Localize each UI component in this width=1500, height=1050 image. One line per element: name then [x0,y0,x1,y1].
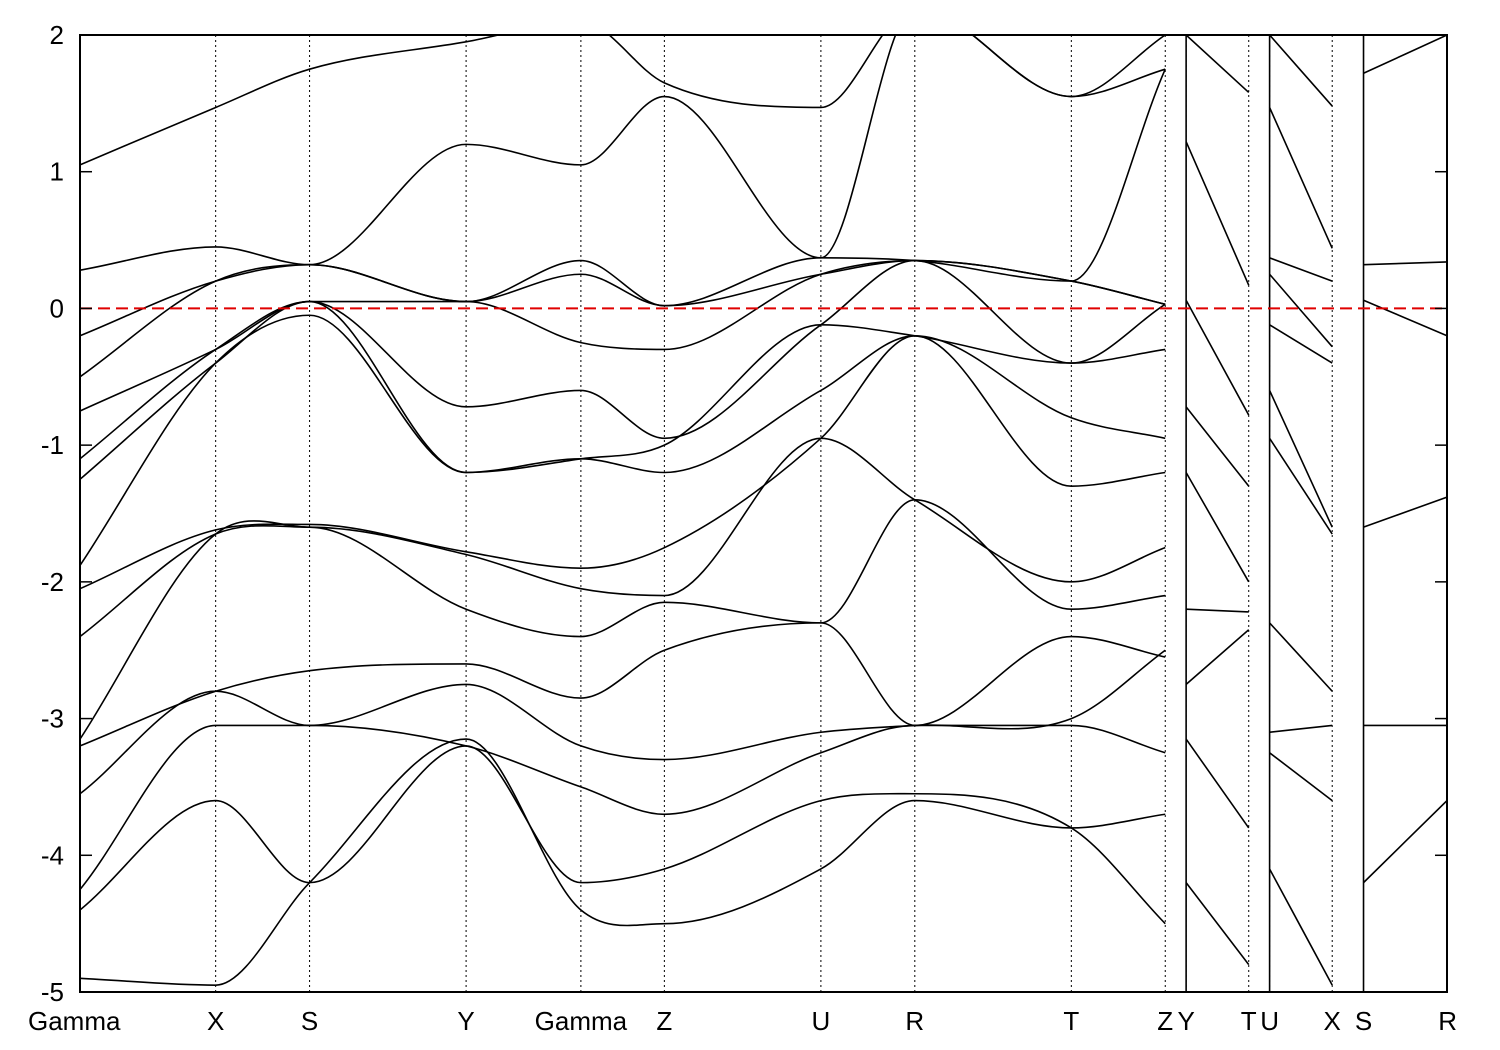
band-line [80,259,1166,378]
band-line [1185,629,1250,685]
band-line [1269,724,1333,734]
y-tick-label: -4 [41,840,64,870]
band-line [1269,257,1333,282]
band-line [80,314,1166,566]
band-line [80,437,1166,638]
band-line [80,724,1166,890]
band-line [1362,800,1447,884]
k-point-label: Z [1157,1006,1173,1036]
band-line [1269,622,1333,692]
k-point-label: S [301,1006,318,1036]
k-point-label: T [1063,1006,1079,1036]
band-line [1185,406,1250,487]
band-line [1363,496,1447,528]
band-line [1185,141,1250,286]
k-point-label: Z [656,1006,672,1036]
k-point-label: S [1355,1006,1372,1036]
band-line [1268,390,1333,528]
band-line [80,300,1166,480]
y-tick-label: 0 [50,293,64,323]
band-line [1363,35,1447,75]
y-axis: -5 -4 -3 -2 -1 0 1 2 [41,20,1447,1007]
plot-frame [79,34,1448,993]
band-line [1185,882,1250,966]
k-point-gridlines [215,35,1365,992]
k-point-label: Gamma [28,1006,121,1036]
y-tick-label: -1 [41,430,64,460]
band-line [1268,868,1333,986]
k-point-label: Gamma [535,1006,628,1036]
k-point-label: U [1260,1006,1279,1036]
y-tick-label: -3 [41,704,64,734]
band-line [1363,299,1447,337]
y-tick-label: -2 [41,567,64,597]
y-tick-label: -5 [41,977,64,1007]
band-line [1185,35,1250,94]
band-line [80,622,1166,747]
band-line [1268,35,1333,107]
band-line [80,649,1166,795]
band-line [80,68,1166,337]
band-line [80,334,1166,590]
band-line [1186,608,1249,613]
band-line [1268,437,1333,535]
band-line [1268,107,1333,249]
band-line [1185,299,1250,416]
band-line [1185,738,1250,829]
band-line [80,259,1166,460]
k-point-label: U [812,1006,831,1036]
band-line [1363,261,1447,266]
y-tick-label: 1 [50,157,64,187]
k-point-label: R [1438,1006,1457,1036]
band-lines [80,35,1447,992]
band-line [80,35,1166,166]
band-line [80,738,1166,986]
k-point-label: Y [457,1006,474,1036]
band-line [1185,472,1250,583]
band-line [80,745,1166,925]
band-line [80,499,1166,740]
band-line [1268,273,1333,348]
band-line [1269,752,1333,802]
k-point-label: R [905,1006,924,1036]
x-axis: Gamma X S Y Gamma Z U R T Z Y T U X S R [28,1006,1457,1036]
k-point-label: Y [1177,1006,1194,1036]
band-line [1269,324,1333,364]
k-point-label: X [207,1006,224,1036]
y-tick-label: 2 [50,20,64,50]
k-point-label: T [1241,1006,1257,1036]
k-point-label: X [1324,1006,1341,1036]
